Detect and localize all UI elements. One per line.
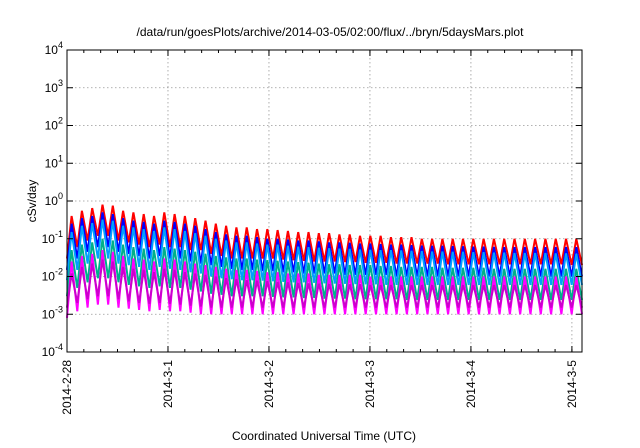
- ticks: 10-410-310-210-11001011021031042014-2-28…: [42, 40, 582, 415]
- y-tick-exponent: -1: [55, 229, 63, 239]
- y-tick-label: 101: [45, 153, 63, 170]
- y-tick-base: 10: [42, 270, 56, 284]
- y-tick-base: 10: [42, 232, 56, 246]
- y-tick-base: 10: [45, 43, 59, 57]
- y-tick-label: 104: [45, 40, 63, 57]
- y-tick-label: 10-3: [42, 304, 63, 321]
- series-line-3: [66, 238, 583, 301]
- y-tick-exponent: -3: [55, 304, 63, 314]
- y-tick-label: 10-1: [42, 229, 63, 246]
- y-tick-label: 10-2: [42, 267, 63, 284]
- y-tick-exponent: 4: [58, 40, 63, 50]
- y-tick-label: 10-4: [42, 342, 63, 359]
- x-tick-label: 2014-3-4: [464, 360, 478, 408]
- y-tick-label: 102: [45, 116, 63, 133]
- chart-title: /data/run/goesPlots/archive/2014-03-05/0…: [137, 25, 525, 39]
- series-line-1: [66, 212, 583, 277]
- series-line-5: [66, 259, 583, 308]
- y-axis-label: cSv/day: [25, 180, 39, 223]
- series-line-2: [66, 219, 583, 286]
- series-line-0: [66, 204, 583, 266]
- x-tick-label: 2014-3-2: [262, 360, 276, 408]
- y-tick-base: 10: [42, 307, 56, 321]
- series-group: [66, 204, 583, 318]
- y-tick-label: 103: [45, 78, 63, 95]
- y-tick-exponent: -4: [55, 342, 63, 352]
- x-tick-label: 2014-3-5: [565, 360, 579, 408]
- x-tick-label: 2014-3-3: [363, 360, 377, 408]
- y-tick-exponent: 0: [58, 191, 63, 201]
- x-tick-label: 2014-3-1: [161, 360, 175, 408]
- y-tick-label: 100: [45, 191, 63, 208]
- y-tick-base: 10: [45, 156, 59, 170]
- x-tick-label: 2014-2-28: [60, 360, 74, 415]
- y-tick-exponent: 3: [58, 78, 63, 88]
- y-tick-exponent: 2: [58, 116, 63, 126]
- y-tick-exponent: 1: [58, 153, 63, 163]
- x-axis-label: Coordinated Universal Time (UTC): [232, 429, 416, 443]
- y-tick-base: 10: [45, 81, 59, 95]
- y-tick-base: 10: [42, 345, 56, 359]
- y-tick-base: 10: [45, 194, 59, 208]
- y-tick-base: 10: [45, 119, 59, 133]
- y-tick-exponent: -2: [55, 267, 63, 277]
